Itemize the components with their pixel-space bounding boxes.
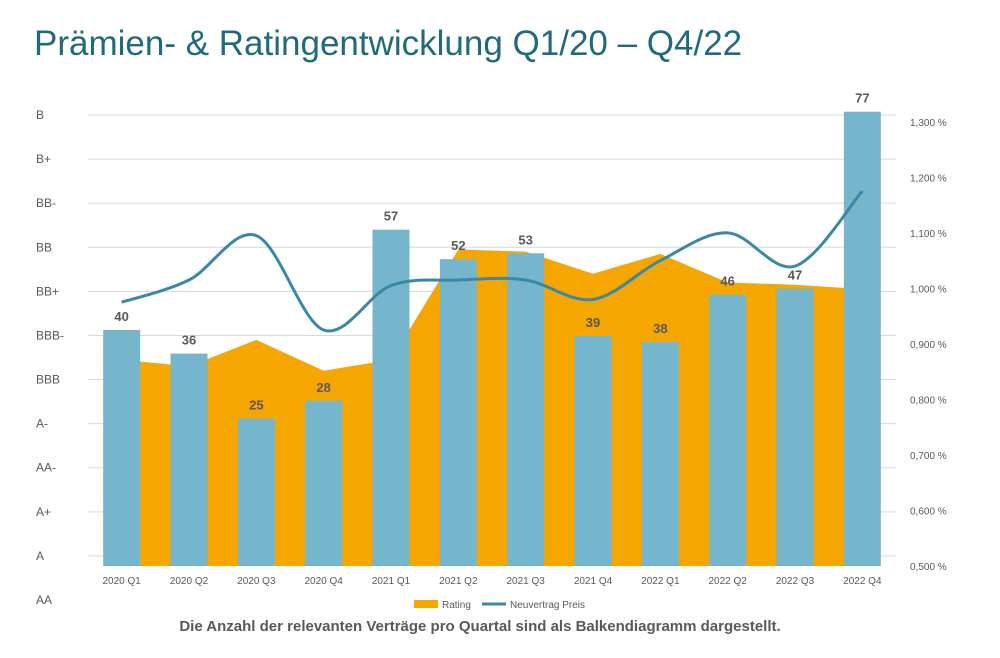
rating-tick-label: A+ (36, 505, 51, 519)
bar-labels-layer: 40 36 25 28 57 52 53 39 38 46 47 77 (114, 91, 869, 413)
rating-tick-label: BB (36, 240, 52, 254)
legend-label-rating: Rating (442, 600, 471, 611)
x-tick-label: 2022 Q2 (708, 576, 747, 587)
price-tick-label: 0,700 % (910, 451, 947, 462)
chart-title: Prämien- & Ratingentwicklung Q1/20 – Q4/… (34, 24, 743, 63)
price-line-layer (121, 190, 864, 333)
rating-area (121, 249, 863, 566)
x-tick-label: 2020 Q1 (102, 576, 141, 587)
x-axis-labels: 2020 Q1 2020 Q2 2020 Q3 2020 Q4 2021 Q1 2021 … (102, 576, 881, 587)
x-tick-label: 2020 Q3 (237, 576, 276, 587)
rating-tick-label: BB- (36, 196, 56, 210)
legend-label-price: Neuvertrag Preis (510, 600, 585, 611)
bar-value-label: 39 (586, 315, 600, 330)
rating-tick-label: BB+ (36, 284, 59, 298)
bar (372, 229, 410, 566)
rating-tick-label: A (36, 549, 44, 563)
x-tick-label: 2021 Q4 (574, 576, 613, 587)
rating-tick-label: B+ (36, 152, 51, 166)
bar (170, 353, 208, 566)
x-tick-label: 2020 Q4 (304, 576, 343, 587)
rating-tick-label: A- (36, 417, 48, 431)
x-tick-label: 2022 Q3 (776, 576, 815, 587)
price-tick-label: 1,300 % (910, 118, 947, 129)
bar (103, 330, 141, 566)
price-axis-labels: 0,500 % 0,600 % 0,700 % 0,800 % 0,900 % 1,000… (910, 118, 947, 573)
bar-value-label: 46 (720, 274, 734, 289)
bar-value-label: 38 (653, 321, 667, 336)
bar (843, 111, 881, 566)
price-tick-label: 1,000 % (910, 284, 947, 295)
bar (776, 288, 814, 566)
bar-value-label: 52 (451, 238, 465, 253)
bar (507, 253, 545, 567)
x-tick-label: 2022 Q4 (843, 576, 882, 587)
bars-layer (103, 111, 881, 567)
bar (574, 335, 612, 566)
bar (709, 294, 747, 566)
x-tick-label: 2022 Q1 (641, 576, 680, 587)
rating-tick-label: AA- (36, 461, 56, 475)
bar (641, 341, 679, 566)
bar-value-label: 77 (855, 91, 869, 106)
price-tick-label: 1,100 % (910, 229, 947, 240)
price-tick-label: 0,600 % (910, 506, 947, 517)
bar-value-label: 36 (182, 333, 196, 348)
rating-area-layer (121, 249, 863, 566)
x-tick-label: 2020 Q2 (170, 576, 209, 587)
bar (439, 259, 477, 566)
bar (305, 400, 343, 566)
price-tick-label: 0,800 % (910, 395, 947, 406)
price-line (121, 190, 864, 333)
chart-caption: Die Anzahl der relevanten Verträge pro Q… (179, 618, 781, 635)
bar-value-label: 40 (114, 309, 128, 324)
bar-value-label: 28 (316, 380, 330, 395)
rating-tick-label: BBB (36, 373, 60, 387)
bar-value-label: 47 (788, 268, 802, 283)
bar (237, 418, 275, 566)
x-tick-label: 2021 Q2 (439, 576, 478, 587)
bar-value-label: 57 (384, 209, 398, 224)
price-tick-label: 0,500 % (910, 562, 947, 573)
bar-value-label: 53 (518, 232, 532, 247)
rating-tick-label: BBB- (36, 328, 64, 342)
price-tick-label: 0,900 % (910, 340, 947, 351)
x-tick-label: 2021 Q1 (372, 576, 411, 587)
x-tick-label: 2021 Q3 (506, 576, 545, 587)
legend-swatch-rating (414, 600, 438, 608)
rating-tick-label: B (36, 108, 44, 122)
bar-value-label: 25 (249, 398, 263, 413)
rating-tick-label: AA (36, 593, 52, 607)
legend: Rating Neuvertrag Preis (414, 600, 585, 611)
price-tick-label: 1,200 % (910, 173, 947, 184)
